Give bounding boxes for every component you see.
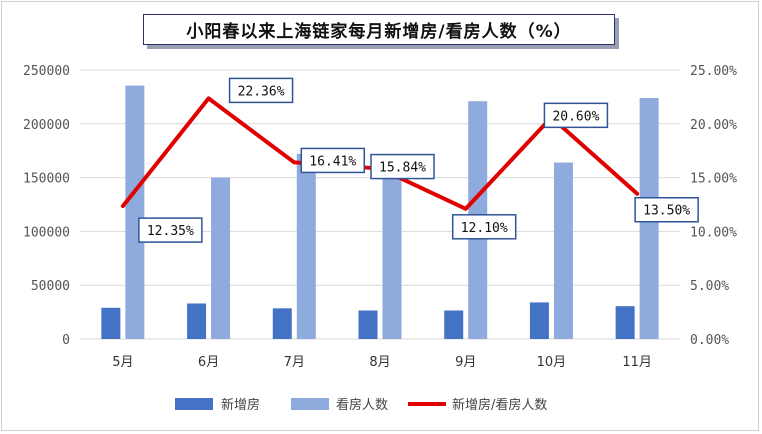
data-label-box xyxy=(228,77,294,104)
bar-viewers xyxy=(125,85,145,340)
left-axis-ticks: 0 50000 100000 150000 200000 250000 xyxy=(23,64,70,348)
category-label: 10月 xyxy=(537,355,567,370)
data-label: 13.50% xyxy=(643,204,690,219)
category-label: 9月 xyxy=(455,355,476,370)
left-tick-label: 100000 xyxy=(23,225,70,240)
data-label-box xyxy=(138,217,203,243)
left-tick-label: 150000 xyxy=(23,172,70,187)
data-label: 20.60% xyxy=(552,109,599,124)
right-axis-ticks: 0.00% 5.00% 10.00% 15.00% 20.00% 25.00% xyxy=(690,64,737,348)
bar-new-listings xyxy=(187,303,207,339)
bar-viewers xyxy=(553,162,573,339)
chart-title-box: 小阳春以来上海链家每月新增房/看房人数（%） xyxy=(143,14,615,45)
bar-new-listings xyxy=(615,306,635,339)
legend-label-ratio: 新增房/看房人数 xyxy=(452,397,547,413)
data-labels: 12.35% 22.36% 16.41% 15.84% 12.10% 20.60% 13.5… xyxy=(138,77,699,243)
data-label: 15.84% xyxy=(379,161,426,176)
left-tick-label: 0 xyxy=(62,333,70,348)
left-tick-label: 250000 xyxy=(23,64,70,79)
left-tick-label: 50000 xyxy=(31,279,70,294)
chart-title: 小阳春以来上海链家每月新增房/看房人数（%） xyxy=(186,22,572,42)
legend-swatch-new-listings xyxy=(175,398,213,410)
right-tick-label: 25.00% xyxy=(690,64,737,79)
legend-label-viewers: 看房人数 xyxy=(336,397,388,413)
bar-new-listings xyxy=(358,310,378,339)
bar-new-listings xyxy=(101,307,121,339)
bar-viewers xyxy=(382,157,402,339)
data-label-box xyxy=(451,214,517,240)
category-label: 6月 xyxy=(198,355,219,370)
bar-viewers xyxy=(296,153,316,339)
right-tick-label: 20.00% xyxy=(690,118,737,133)
category-label: 7月 xyxy=(284,355,305,370)
bar-new-listings xyxy=(529,302,549,339)
left-tick-label: 200000 xyxy=(23,118,70,133)
bar-series xyxy=(101,85,659,340)
legend: 新增房 看房人数 新增房/看房人数 xyxy=(175,397,547,413)
legend-swatch-viewers xyxy=(291,398,329,410)
data-label: 12.10% xyxy=(461,221,508,236)
category-axis-labels: 5月 6月 7月 8月 9月 10月 11月 xyxy=(112,355,652,370)
legend-label-new-listings: 新增房 xyxy=(221,397,260,413)
data-label-box xyxy=(370,153,435,180)
right-tick-label: 15.00% xyxy=(690,172,737,187)
data-label: 22.36% xyxy=(238,84,285,99)
category-label: 11月 xyxy=(622,355,652,370)
category-label: 5月 xyxy=(112,355,133,370)
data-label: 16.41% xyxy=(309,154,356,169)
bar-new-listings xyxy=(272,308,292,339)
right-tick-label: 0.00% xyxy=(690,333,729,348)
category-label: 8月 xyxy=(369,355,390,370)
right-tick-label: 5.00% xyxy=(690,279,729,294)
data-label: 12.35% xyxy=(147,224,194,239)
bar-new-listings xyxy=(444,310,464,339)
data-label-box xyxy=(543,102,609,129)
right-tick-label: 10.00% xyxy=(690,225,737,240)
data-label-box xyxy=(300,147,366,174)
bar-viewers xyxy=(211,177,231,339)
data-label-box xyxy=(634,196,699,223)
